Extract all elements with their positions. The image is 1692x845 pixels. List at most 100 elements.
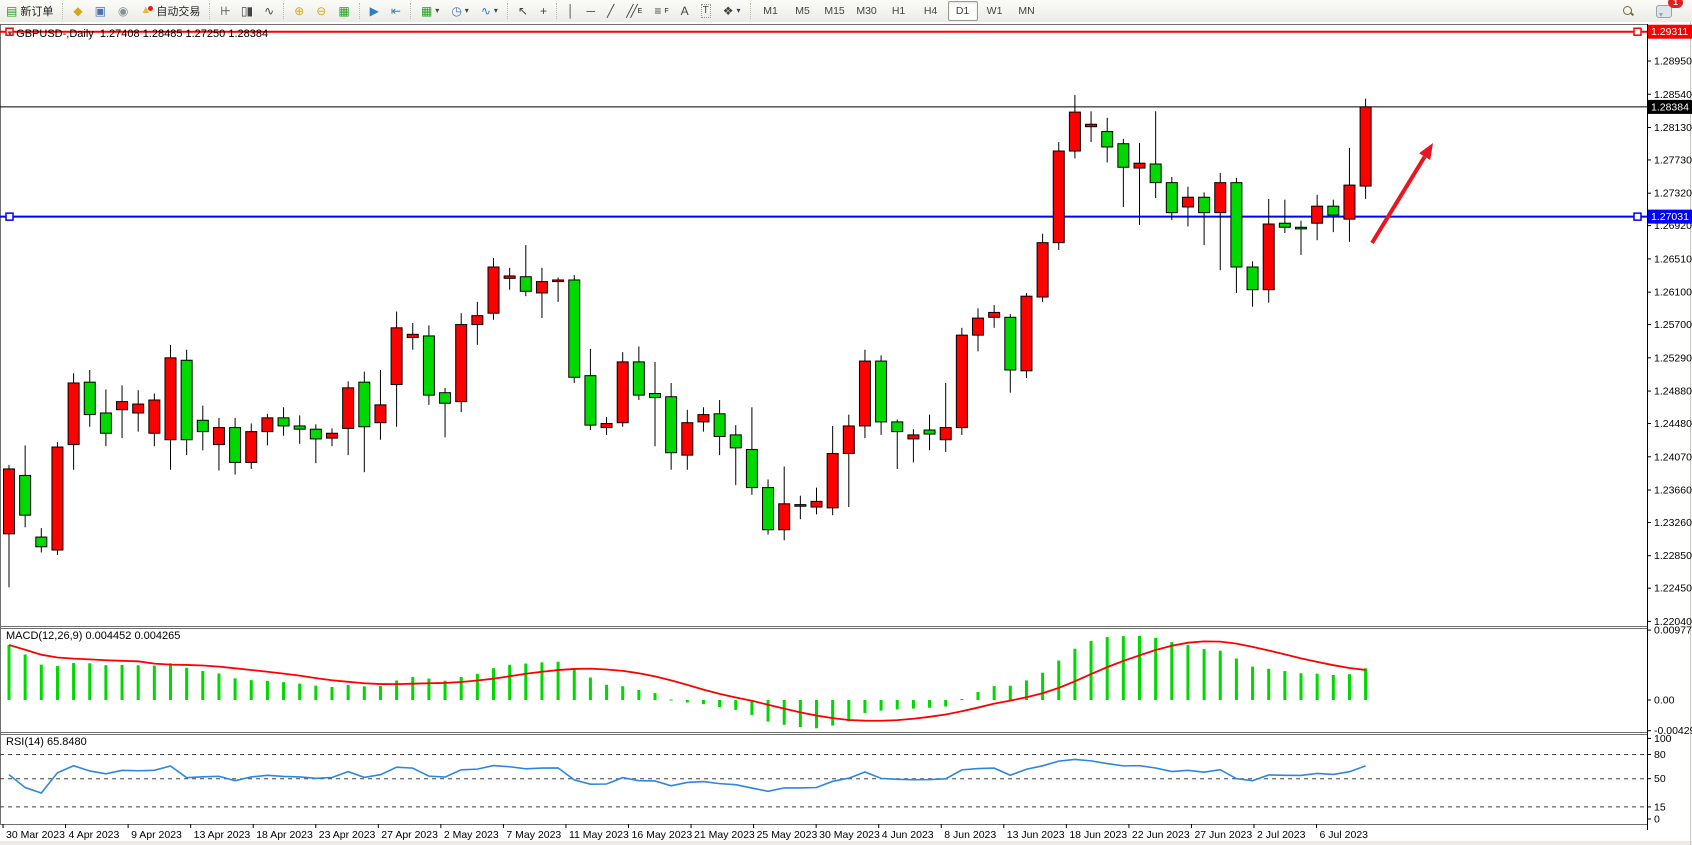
chat-icon bbox=[1656, 4, 1672, 18]
svg-text:27 Jun 2023: 27 Jun 2023 bbox=[1194, 829, 1252, 841]
timeframe-button-M15[interactable]: M15 bbox=[824, 5, 845, 17]
toolbar: ▤ 新订单 ◆ ▣ ◉ 自动交易 ⊦⊦ ▯▮ ∿ ⊕ ⊖ ▦ ▶ ⇤ ▦▾ ◷▾… bbox=[0, 0, 1692, 23]
chart-shift-icon: ⇤ bbox=[390, 4, 401, 18]
timeframe-button-H4[interactable]: H4 bbox=[923, 5, 938, 17]
horizontal-line-tool[interactable]: ─ bbox=[581, 1, 600, 21]
search-button[interactable] bbox=[1617, 1, 1639, 21]
auto-scroll-icon: ▶ bbox=[369, 4, 379, 18]
support-line[interactable]: 1.27031 bbox=[0, 209, 1692, 224]
zoom-out-button[interactable]: ⊖ bbox=[311, 1, 331, 21]
new-order-button[interactable]: ▤ 新订单 bbox=[1, 1, 58, 21]
svg-text:1.25700: 1.25700 bbox=[1654, 319, 1692, 331]
svg-text:8 Jun 2023: 8 Jun 2023 bbox=[944, 829, 996, 841]
crosshair-tool-button[interactable]: + bbox=[535, 1, 552, 21]
separator bbox=[749, 3, 752, 19]
svg-text:1.27031: 1.27031 bbox=[1651, 211, 1689, 223]
notifications-button[interactable]: 1 bbox=[1651, 0, 1683, 21]
arrows-tool-dropdown[interactable]: ❖ ▾ bbox=[718, 1, 746, 21]
svg-text:50: 50 bbox=[1654, 773, 1666, 785]
line-chart-button[interactable]: ∿ bbox=[259, 1, 279, 21]
svg-text:11 May 2023: 11 May 2023 bbox=[569, 829, 629, 841]
timeframe-button-M5[interactable]: M5 bbox=[795, 5, 810, 17]
svg-text:1.23660: 1.23660 bbox=[1654, 485, 1692, 497]
timeframe-button-H1[interactable]: H1 bbox=[891, 5, 906, 17]
search-icon bbox=[1622, 5, 1634, 17]
vertical-line-tool[interactable]: │ bbox=[562, 1, 580, 21]
trend-arrow[interactable] bbox=[1370, 143, 1433, 245]
funds-button[interactable]: ◆ bbox=[68, 1, 87, 21]
zoom-in-icon: ⊕ bbox=[294, 4, 305, 18]
arrows-icon: ❖ bbox=[722, 4, 734, 18]
zoom-in-button[interactable]: ⊕ bbox=[289, 1, 309, 21]
auto-trading-button[interactable]: 自动交易 bbox=[135, 1, 205, 21]
separator bbox=[209, 3, 211, 19]
notification-badge: 1 bbox=[1668, 0, 1683, 8]
chart-shift-button[interactable]: ⇤ bbox=[386, 1, 406, 21]
bar-chart-button[interactable]: ⊦⊦ bbox=[215, 1, 234, 21]
terminal-button[interactable]: ▣ bbox=[90, 1, 111, 21]
svg-text:7 May 2023: 7 May 2023 bbox=[506, 829, 561, 841]
auto-trading-icon bbox=[140, 4, 154, 18]
chart-symbol-ohlc: ▼ GBPUSD-,Daily 1.27408 1.28485 1.27250 … bbox=[6, 28, 269, 40]
vertical-line-icon: │ bbox=[566, 4, 575, 18]
timeframe-button-M1[interactable]: M1 bbox=[763, 5, 778, 17]
svg-text:1.28950: 1.28950 bbox=[1654, 56, 1692, 68]
text-label-icon: T bbox=[700, 4, 711, 18]
timeframe-button-M30[interactable]: M30 bbox=[856, 5, 877, 17]
crosshair-icon: + bbox=[539, 4, 547, 18]
svg-text:1.24070: 1.24070 bbox=[1654, 451, 1692, 463]
chart-canvas[interactable]: 1.289501.285401.281301.277301.273201.269… bbox=[0, 22, 1692, 845]
rsi-pane: 100 80 50 150 bbox=[0, 733, 1672, 826]
svg-text:1.22040: 1.22040 bbox=[1654, 616, 1692, 628]
horizontal-line-icon: ─ bbox=[586, 4, 595, 18]
trendline-tool[interactable]: ╱ bbox=[602, 1, 619, 21]
svg-text:2 Jul 2023: 2 Jul 2023 bbox=[1257, 829, 1306, 841]
cursor-tool-button[interactable]: ↖ bbox=[513, 1, 533, 21]
svg-text:9 Apr 2023: 9 Apr 2023 bbox=[131, 829, 182, 841]
svg-text:23 Apr 2023: 23 Apr 2023 bbox=[319, 829, 376, 841]
svg-text:1.24480: 1.24480 bbox=[1654, 418, 1692, 430]
new-order-label: 新订单 bbox=[20, 6, 54, 18]
tile-windows-button[interactable]: ▦ bbox=[333, 1, 354, 21]
channel-tool[interactable]: ╱╱ E bbox=[626, 4, 643, 18]
rsi-indicator-label: RSI(14) 65.8480 bbox=[6, 736, 87, 748]
chevron-down-icon: ▾ bbox=[464, 6, 469, 15]
bar-chart-icon: ⊦⊦ bbox=[220, 4, 230, 18]
channel-icon: ╱╱ bbox=[626, 4, 638, 18]
auto-trading-label: 自动交易 bbox=[156, 6, 201, 18]
svg-text:1.28130: 1.28130 bbox=[1654, 122, 1692, 134]
text-tool[interactable]: A bbox=[676, 1, 694, 21]
svg-text:1.28384: 1.28384 bbox=[1651, 101, 1689, 113]
auto-scroll-button[interactable]: ▶ bbox=[365, 1, 384, 21]
text-label-tool[interactable]: T bbox=[696, 1, 716, 21]
timeframe-toolbar: M1 M5 M15 M30 H1 H4 D1 W1 MN bbox=[755, 1, 1043, 21]
svg-text:4 Jun 2023: 4 Jun 2023 bbox=[882, 829, 934, 841]
fibonacci-tool[interactable]: ≡ F bbox=[654, 4, 669, 18]
periods-dropdown[interactable]: ◷ ▾ bbox=[446, 1, 474, 21]
signal-button[interactable]: ◉ bbox=[113, 1, 133, 21]
svg-text:-0.004295: -0.004295 bbox=[1654, 725, 1692, 737]
timeframe-button-W1[interactable]: W1 bbox=[986, 5, 1003, 17]
separator bbox=[555, 3, 558, 19]
svg-text:1.22450: 1.22450 bbox=[1654, 583, 1692, 595]
svg-text:6 Jul 2023: 6 Jul 2023 bbox=[1320, 829, 1369, 841]
svg-text:13 Apr 2023: 13 Apr 2023 bbox=[194, 829, 251, 841]
resistance-line[interactable]: 1.29311 bbox=[0, 24, 1692, 39]
svg-text:1.28540: 1.28540 bbox=[1654, 89, 1692, 101]
svg-text:1.26100: 1.26100 bbox=[1654, 287, 1692, 299]
timeframe-button-D1[interactable]: D1 bbox=[947, 1, 978, 21]
terminal-icon: ▣ bbox=[94, 4, 106, 18]
cursor-icon: ↖ bbox=[517, 4, 528, 18]
chevron-down-icon: ▾ bbox=[435, 6, 440, 15]
svg-text:1.23260: 1.23260 bbox=[1654, 517, 1692, 529]
candlestick-button[interactable]: ▯▮ bbox=[236, 1, 257, 21]
svg-text:1.24880: 1.24880 bbox=[1654, 386, 1692, 398]
indicators-dropdown[interactable]: ∿ ▾ bbox=[476, 1, 503, 21]
svg-text:18 Apr 2023: 18 Apr 2023 bbox=[256, 829, 313, 841]
new-chart-dropdown[interactable]: ▦ ▾ bbox=[416, 1, 444, 21]
svg-text:0: 0 bbox=[1654, 814, 1660, 826]
current-price-line[interactable]: 1.28384 bbox=[0, 99, 1692, 114]
timeframe-button-MN[interactable]: MN bbox=[1018, 5, 1035, 17]
svg-text:1.27320: 1.27320 bbox=[1654, 188, 1692, 200]
